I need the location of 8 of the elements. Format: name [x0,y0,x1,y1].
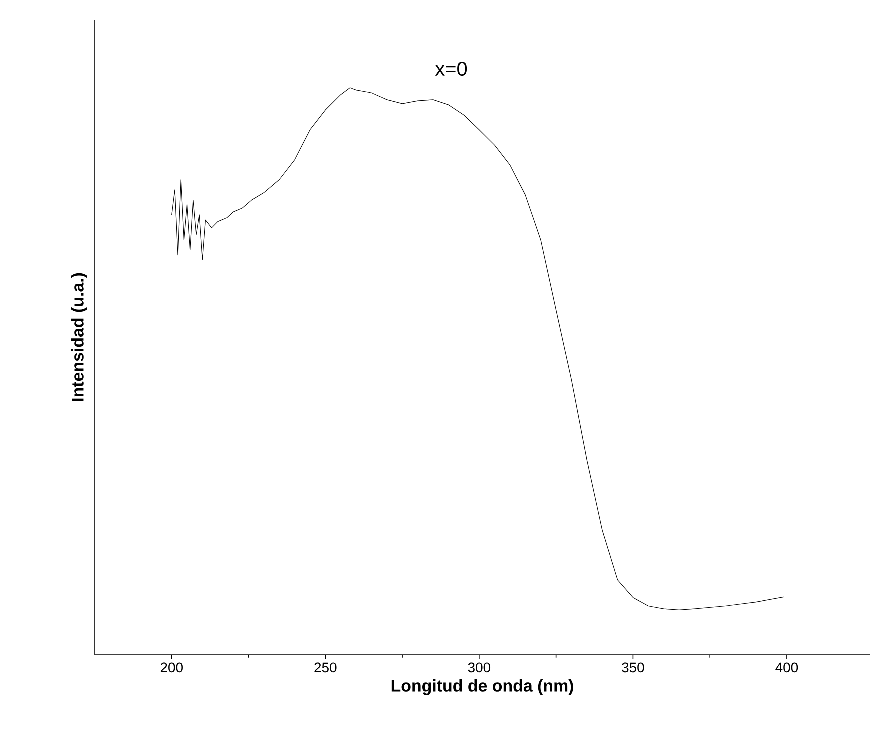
x-tick-label: 200 [160,662,183,673]
chart-title: x=0 [435,62,468,76]
x-axis-title: Longitud de onda (nm) [392,679,574,696]
x-tick-label: 300 [468,662,491,673]
y-axis-title: Intensidad (u.a.) [71,273,88,402]
x-tick-label: 400 [776,662,798,673]
x-tick-label: 250 [314,662,337,673]
x-tick-label: 350 [622,662,644,673]
